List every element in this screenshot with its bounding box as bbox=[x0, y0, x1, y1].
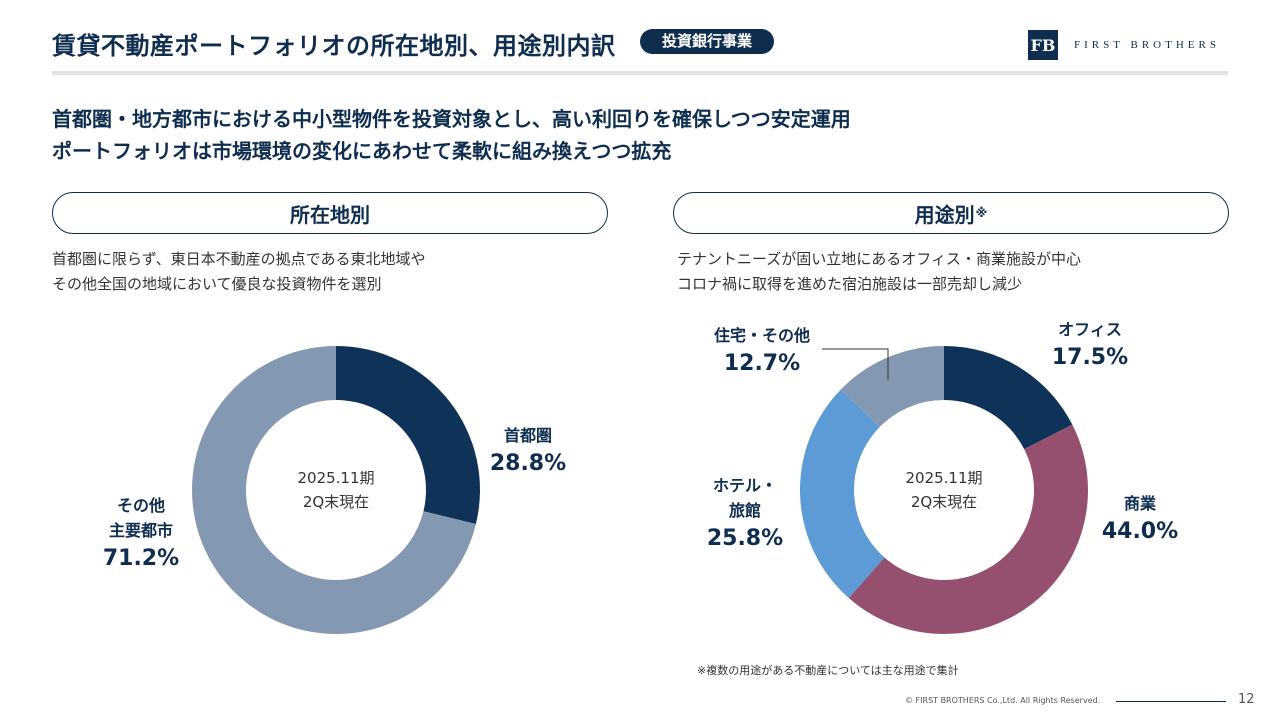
residential-leader-line bbox=[822, 348, 889, 380]
location-desc-line-1: 首都圏に限らず、東日本不動産の拠点である東北地域や bbox=[52, 250, 426, 268]
usage-center-line-2: 2Q末現在 bbox=[910, 493, 978, 511]
location-slice-2 bbox=[192, 346, 476, 634]
label-other-name-2: 主要都市 bbox=[108, 521, 173, 540]
location-description: 首都圏に限らず、東日本不動産の拠点である東北地域や その他全国の地域において優良… bbox=[52, 247, 426, 297]
company-logo: FB FIRST BROTHERS bbox=[1028, 30, 1220, 60]
label-residential-name: 住宅・その他 bbox=[713, 326, 810, 345]
logo-mark-icon: FB bbox=[1028, 30, 1058, 60]
label-metro-pct: 28.8% bbox=[489, 451, 567, 476]
page-title: 賃貸不動産ポートフォリオの所在地別、用途別内訳 bbox=[52, 32, 616, 60]
label-office-name: オフィス bbox=[1058, 320, 1122, 339]
label-metro-name: 首都圏 bbox=[503, 426, 552, 445]
label-hotel-pct: 25.8% bbox=[706, 526, 784, 551]
lead-line-1: 首都圏・地方都市における中小型物件を投資対象とし、高い利回りを確保しつつ安定運用 bbox=[52, 107, 851, 131]
label-metro: 首都圏 28.8% bbox=[488, 423, 568, 480]
usage-section-heading: 用途別 ※ bbox=[673, 192, 1229, 234]
usage-chart-center-label: 2025.11期 2Q末現在 bbox=[884, 466, 1004, 514]
header-divider bbox=[52, 71, 1228, 75]
usage-slice-3 bbox=[800, 389, 885, 599]
label-hotel: ホテル・ 旅館 25.8% bbox=[700, 473, 790, 555]
location-donut-chart bbox=[192, 346, 480, 634]
location-slice-1 bbox=[336, 346, 480, 525]
usage-slice-2 bbox=[848, 424, 1088, 634]
lead-text: 首都圏・地方都市における中小型物件を投資対象とし、高い利回りを確保しつつ安定運用… bbox=[52, 103, 851, 167]
segment-badge: 投資銀行事業 bbox=[640, 29, 775, 54]
label-other-name-1: その他 bbox=[116, 496, 165, 515]
location-center-line-1: 2025.11期 bbox=[297, 469, 375, 487]
location-section-heading: 所在地別 bbox=[52, 192, 608, 234]
lead-line-2: ポートフォリオは市場環境の変化にあわせて柔軟に組み換えつつ拡充 bbox=[52, 139, 672, 163]
label-other-pct: 71.2% bbox=[102, 546, 180, 571]
label-residential-pct: 12.7% bbox=[723, 351, 801, 376]
label-office-pct: 17.5% bbox=[1051, 345, 1129, 370]
usage-description: テナントニーズが固い立地にあるオフィス・商業施設が中心 コロナ禍に取得を進めた宿… bbox=[677, 247, 1081, 297]
label-residential: 住宅・その他 12.7% bbox=[702, 323, 822, 380]
usage-slice-1 bbox=[944, 346, 1073, 450]
page-number: 12 bbox=[1238, 692, 1255, 707]
location-desc-line-2: その他全国の地域において優良な投資物件を選別 bbox=[52, 275, 382, 293]
copyright: © FIRST BROTHERS Co.,Ltd. All Rights Res… bbox=[905, 696, 1101, 705]
label-retail-name: 商業 bbox=[1123, 494, 1156, 513]
logo-text: FIRST BROTHERS bbox=[1074, 39, 1220, 51]
label-hotel-name-1: ホテル・ bbox=[712, 476, 777, 495]
location-center-line-2: 2Q末現在 bbox=[302, 493, 370, 511]
usage-slice-4 bbox=[840, 346, 944, 428]
usage-desc-line-1: テナントニーズが固い立地にあるオフィス・商業施設が中心 bbox=[677, 250, 1081, 268]
usage-heading-mark: ※ bbox=[975, 206, 988, 220]
label-retail-pct: 44.0% bbox=[1101, 519, 1179, 544]
location-chart-center-label: 2025.11期 2Q末現在 bbox=[276, 466, 396, 514]
usage-heading-text: 用途別 bbox=[914, 202, 975, 227]
location-heading-text: 所在地別 bbox=[290, 202, 370, 227]
usage-center-line-1: 2025.11期 bbox=[905, 469, 983, 487]
usage-desc-line-2: コロナ禍に取得を進めた宿泊施設は一部売却し減少 bbox=[677, 275, 1023, 293]
label-hotel-name-2: 旅館 bbox=[728, 501, 761, 520]
footer-divider bbox=[1116, 701, 1226, 702]
label-retail: 商業 44.0% bbox=[1095, 491, 1185, 548]
label-other-cities: その他 主要都市 71.2% bbox=[96, 493, 186, 575]
footnote: ※複数の用途がある不動産については主な用途で集計 bbox=[697, 664, 959, 677]
label-office: オフィス 17.5% bbox=[1040, 317, 1140, 374]
usage-donut-chart bbox=[800, 346, 1088, 634]
